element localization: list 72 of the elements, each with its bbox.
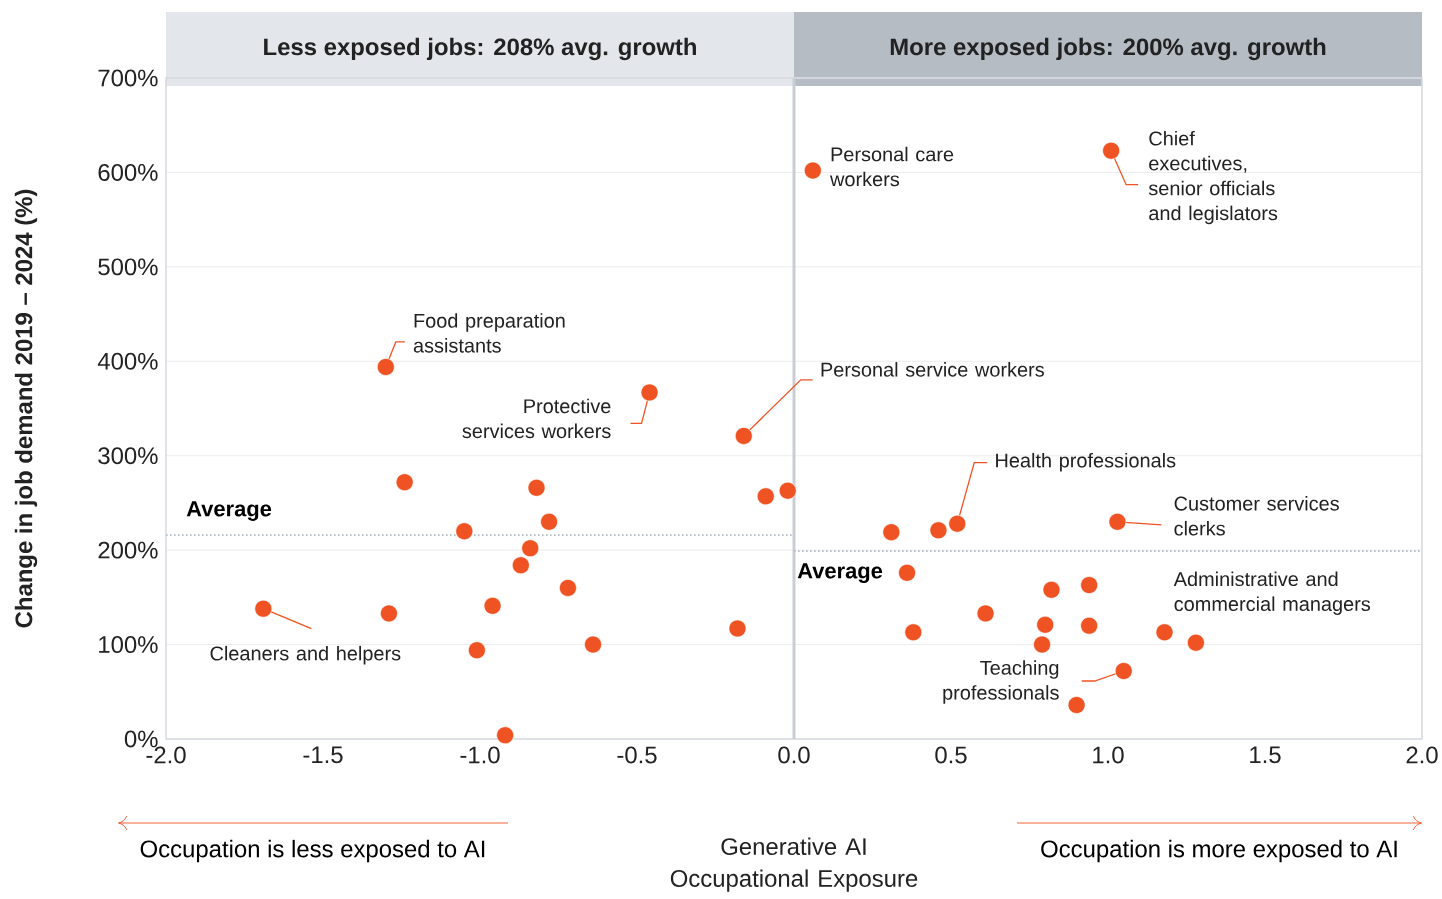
annotation: Customer services clerks — [1174, 496, 1339, 536]
annotation: Protective services workers — [462, 398, 611, 439]
point — [455, 522, 474, 541]
point — [1080, 616, 1098, 635]
point — [380, 604, 398, 623]
x-tick-label: -1.5 — [303, 746, 343, 764]
series-label: Average — [797, 563, 883, 583]
text: More exposed jobs: 200% avg. growth — [890, 37, 1326, 61]
y-axis-title: Change in job demand 2019 – 2024 (%) — [14, 189, 38, 628]
text: Less exposed jobs: 208% avg. growth — [264, 37, 696, 61]
y-tick-label: 400% — [97, 352, 158, 370]
annotation: Personal service workers — [821, 362, 1044, 377]
point — [1067, 696, 1086, 714]
point — [929, 521, 948, 540]
annotation: Food preparation assistants — [413, 313, 565, 353]
x-tick-label: 1.0 — [1093, 746, 1124, 764]
x-tick-label: -1.0 — [460, 746, 500, 764]
point — [395, 473, 414, 491]
y-tick-label: 600% — [98, 163, 158, 181]
x-axis-title: Generative AI Occupational Exposure — [670, 837, 918, 892]
point — [734, 427, 753, 445]
point — [512, 556, 530, 575]
y-tick-label: 700% — [98, 69, 158, 87]
point — [728, 619, 747, 638]
point — [540, 513, 558, 531]
point — [882, 523, 901, 541]
point — [527, 479, 546, 497]
point — [1187, 633, 1205, 652]
point — [1102, 141, 1120, 160]
point — [254, 599, 273, 618]
point — [1033, 635, 1051, 654]
point — [1155, 623, 1174, 642]
point — [804, 161, 822, 180]
annotation: Cleaners and helpers — [210, 645, 401, 665]
y-tick-label: 300% — [98, 447, 158, 465]
x-tick-label: 1.5 — [1250, 746, 1281, 764]
point — [904, 623, 923, 642]
point — [1036, 615, 1054, 634]
point — [468, 641, 486, 660]
annotation: Personal care workers — [830, 146, 954, 187]
text: Occupation is less exposed to AI — [140, 839, 485, 863]
point — [1114, 662, 1133, 680]
x-tick-label: 0.5 — [935, 746, 967, 764]
point — [1108, 513, 1127, 531]
text: Occupation is more exposed to AI — [1041, 839, 1397, 863]
x-tick-label: -0.5 — [617, 746, 657, 764]
annotation: Administrative and commercial managers — [1173, 571, 1371, 615]
y-tick-label: 500% — [98, 258, 158, 276]
point — [377, 358, 395, 376]
point — [483, 597, 502, 615]
x-tick-label: -2.0 — [146, 746, 186, 764]
annotation: Teaching professionals — [943, 660, 1059, 704]
y-tick-label: 0% — [124, 730, 158, 748]
x-tick-label: 2.0 — [1406, 746, 1438, 764]
point — [640, 383, 659, 402]
point — [898, 564, 916, 582]
point — [1042, 581, 1061, 599]
point — [559, 579, 577, 597]
annotation: Chief executives, senior officials and legislators — [1148, 130, 1278, 225]
y-tick-label: 200% — [98, 541, 158, 559]
annotation: Health professionals — [996, 452, 1176, 472]
point — [1080, 576, 1098, 594]
point — [756, 487, 775, 506]
y-tick-label: 100% — [99, 636, 158, 654]
series-label: Average — [186, 501, 272, 521]
point — [948, 514, 967, 533]
point — [778, 481, 797, 500]
point — [584, 635, 602, 654]
point — [976, 604, 995, 623]
x-tick-label: 0.0 — [778, 746, 810, 764]
point — [496, 726, 514, 745]
point — [521, 539, 540, 558]
